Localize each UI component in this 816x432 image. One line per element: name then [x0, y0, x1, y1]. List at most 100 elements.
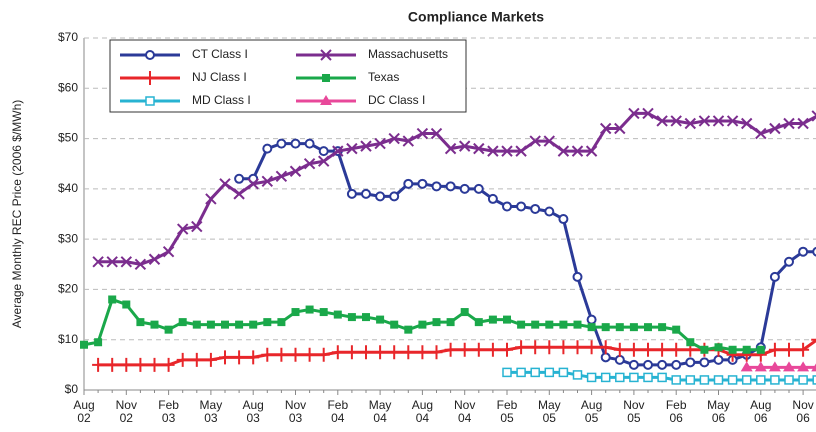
- marker: [134, 258, 147, 270]
- marker: [460, 308, 469, 317]
- marker: [247, 178, 259, 190]
- marker: [713, 375, 724, 385]
- marker: [587, 323, 596, 332]
- marker: [811, 363, 816, 372]
- marker: [162, 246, 175, 258]
- marker: [176, 223, 189, 235]
- marker: [699, 357, 710, 368]
- x-tick-label: May 04: [368, 398, 392, 425]
- marker: [698, 115, 711, 127]
- legend-label: NJ Class I: [192, 70, 247, 84]
- marker: [783, 342, 795, 357]
- marker: [472, 342, 485, 357]
- marker: [291, 308, 300, 317]
- marker: [430, 345, 443, 360]
- marker: [671, 359, 682, 370]
- plot-area: [80, 107, 816, 385]
- x-tick-label: Feb 04: [327, 398, 349, 425]
- marker: [144, 71, 156, 85]
- marker: [332, 145, 344, 157]
- marker: [600, 352, 611, 363]
- y-tick-label: $30: [58, 231, 78, 245]
- series-line: [98, 338, 816, 367]
- marker: [80, 340, 88, 349]
- marker: [345, 345, 358, 360]
- x-tick-label: Aug 06: [750, 398, 772, 425]
- marker: [686, 338, 695, 347]
- marker: [543, 135, 556, 147]
- marker: [783, 117, 795, 130]
- marker: [178, 318, 187, 327]
- marker: [303, 347, 316, 362]
- marker: [585, 145, 598, 157]
- marker: [417, 178, 428, 189]
- marker: [614, 354, 625, 365]
- marker: [431, 181, 442, 192]
- marker: [458, 342, 471, 357]
- marker: [769, 122, 781, 135]
- marker: [262, 143, 273, 154]
- marker: [192, 320, 201, 329]
- y-tick-label: $50: [58, 131, 78, 145]
- marker: [628, 107, 640, 120]
- marker: [544, 367, 555, 378]
- marker: [276, 138, 287, 149]
- marker: [517, 320, 526, 329]
- marker: [318, 146, 329, 157]
- marker: [670, 115, 682, 127]
- marker: [613, 342, 626, 357]
- marker: [770, 375, 780, 385]
- marker: [145, 50, 155, 60]
- marker: [545, 320, 554, 329]
- marker: [374, 345, 387, 360]
- marker: [558, 214, 569, 225]
- marker: [658, 323, 667, 332]
- marker: [205, 193, 217, 205]
- marker: [164, 325, 173, 334]
- marker: [388, 345, 401, 360]
- y-tick-label: $40: [58, 181, 78, 195]
- marker: [331, 345, 344, 360]
- marker: [615, 323, 624, 332]
- marker: [585, 340, 598, 355]
- marker: [656, 115, 668, 127]
- marker: [235, 320, 244, 329]
- x-tick-label: Aug 03: [242, 398, 264, 425]
- marker: [543, 340, 556, 355]
- marker: [289, 347, 302, 362]
- marker: [756, 375, 766, 385]
- marker: [501, 342, 513, 357]
- marker: [473, 183, 484, 194]
- marker: [333, 310, 342, 319]
- marker: [94, 338, 103, 347]
- marker: [444, 342, 457, 357]
- marker: [190, 352, 203, 367]
- marker: [347, 313, 356, 322]
- marker: [742, 345, 751, 354]
- marker: [263, 318, 272, 327]
- marker: [322, 74, 330, 82]
- chart-title: Compliance Markets: [408, 9, 544, 25]
- marker: [615, 372, 625, 383]
- marker: [516, 367, 526, 378]
- marker: [599, 340, 612, 355]
- marker: [134, 357, 147, 372]
- x-tick-label: Aug 04: [411, 398, 434, 425]
- marker: [247, 350, 260, 365]
- marker: [700, 345, 709, 354]
- marker: [290, 138, 301, 149]
- x-tick-label: Nov 02: [115, 398, 137, 425]
- marker: [430, 127, 443, 140]
- marker: [812, 246, 816, 257]
- marker: [403, 178, 414, 189]
- marker: [656, 342, 669, 357]
- marker: [726, 115, 739, 127]
- marker: [416, 127, 429, 140]
- marker: [685, 357, 696, 368]
- marker: [219, 178, 231, 190]
- marker: [261, 347, 274, 362]
- marker: [275, 347, 288, 362]
- marker: [586, 314, 597, 325]
- marker: [515, 340, 528, 355]
